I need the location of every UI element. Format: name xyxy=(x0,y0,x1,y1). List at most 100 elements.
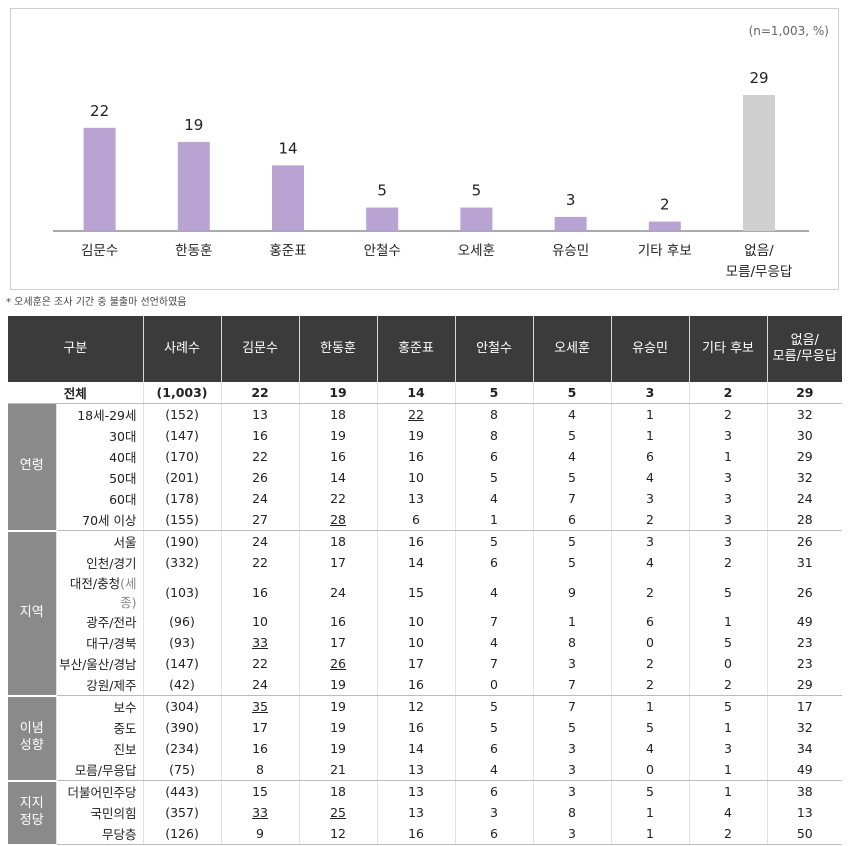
row-label: 18세-29세 xyxy=(56,403,144,425)
value-cell: 5 xyxy=(689,573,768,611)
value-cell: 22 xyxy=(377,403,456,425)
value-cell: 22 xyxy=(221,552,300,573)
value-cell: 1 xyxy=(611,823,690,845)
table-row: 30대 (147) 16 19 19 8 5 1 3 30 xyxy=(8,425,842,446)
bar-5 xyxy=(554,216,587,231)
value-cell: 3 xyxy=(533,738,612,759)
table-row-total: 전체 (1,003) 22 19 14 5 5 3 2 29 xyxy=(8,382,843,404)
data-label-7: 29 xyxy=(749,69,768,87)
value-cell: 19 xyxy=(299,425,378,446)
sample-size-note: (n=1,003, %) xyxy=(749,24,829,38)
value-cell: 31 xyxy=(796,555,813,570)
value-cell: 50 xyxy=(767,823,843,845)
value-cell: 26 xyxy=(796,534,813,549)
value-cell: 16 xyxy=(299,446,378,467)
value-cell: 6 xyxy=(611,611,690,632)
bar-chart-panel: (n=1,003, %) 22 김문수 19 한동훈 14 홍준표 5 안철수 5 오세훈 3 유승민 2… xyxy=(10,8,839,290)
value-cell: 6 xyxy=(455,552,534,573)
bar-chart: (n=1,003, %) 22 김문수 19 한동훈 14 홍준표 5 안철수 5 오세훈 3 유승민 2… xyxy=(53,24,829,280)
value-cell: 3 xyxy=(611,382,690,404)
value-cell: 5 xyxy=(689,632,768,653)
value-cell: 22 xyxy=(221,446,300,467)
table-row: 광주/전라 (96) 10 16 10 7 1 6 1 49 xyxy=(8,611,842,632)
value-cell: 26 xyxy=(796,584,813,600)
value-cell: 3 xyxy=(689,738,768,759)
value-cell: 3 xyxy=(533,653,612,674)
sample-count: (96) xyxy=(143,611,222,632)
value-cell: 3 xyxy=(689,488,768,509)
table-row: 모름/무응답 (75) 8 21 13 4 3 0 1 49 xyxy=(8,759,843,781)
value-cell: 10 xyxy=(377,467,456,488)
value-cell: 4 xyxy=(455,488,534,509)
bar-3 xyxy=(366,207,399,231)
value-cell: 21 xyxy=(299,759,378,781)
sample-count: (155) xyxy=(143,509,222,531)
value-cell: 3 xyxy=(611,530,690,552)
value-cell: 2 xyxy=(689,403,768,425)
row-label: 더불어민주당 xyxy=(56,780,144,802)
group-label: 이념 성향 xyxy=(8,695,57,782)
category-label-1: 한동훈 xyxy=(175,243,212,259)
header-col-5: 안철수 xyxy=(455,316,534,382)
table-row: 국민의힘 (357) 33 25 13 3 8 1 4 13 xyxy=(8,802,842,823)
value-cell: 33 xyxy=(221,632,300,653)
data-label-2: 14 xyxy=(278,139,297,157)
value-cell: 4 xyxy=(533,403,612,425)
table-row: 이념 성향 보수 (304) 35 19 12 5 7 1 5 17 xyxy=(8,695,842,782)
value-cell: 22 xyxy=(221,653,300,674)
sample-count: (332) xyxy=(143,552,222,573)
value-cell: 4 xyxy=(455,759,534,781)
table-row: 강원/제주 (42) 24 19 16 0 7 2 2 29 xyxy=(8,674,843,696)
value-cell: 13 xyxy=(796,805,813,820)
value-cell: 33 xyxy=(221,802,300,823)
value-cell: 5 xyxy=(533,717,612,738)
value-cell: 19 xyxy=(299,717,378,738)
value-cell: 3 xyxy=(689,425,768,446)
value-cell: 0 xyxy=(689,653,768,674)
table-row: 지역 서울 (190) 24 18 16 5 5 3 3 26 xyxy=(8,530,842,697)
value-cell: 5 xyxy=(533,467,612,488)
value-cell: 1 xyxy=(611,403,690,425)
value-cell: 10 xyxy=(221,611,300,632)
value-cell: 16 xyxy=(377,530,456,552)
value-cell: 17 xyxy=(221,717,300,738)
row-label: 대전/충청(세종) xyxy=(56,573,144,611)
value-cell: 24 xyxy=(299,573,378,611)
category-label-4: 오세훈 xyxy=(458,243,495,259)
value-cell: 4 xyxy=(611,738,690,759)
value-cell: 5 xyxy=(533,425,612,446)
value-cell: 5 xyxy=(533,552,612,573)
value-cell: 5 xyxy=(455,467,534,488)
value-cell: 19 xyxy=(299,738,378,759)
value-cell: 10 xyxy=(377,632,456,653)
value-cell: 7 xyxy=(533,488,612,509)
table-row: 인천/경기 (332) 22 17 14 6 5 4 2 31 xyxy=(8,552,842,573)
value-cell: 19 xyxy=(377,425,456,446)
value-cell: 24 xyxy=(221,488,300,509)
value-cell: 17 xyxy=(299,632,378,653)
table-row: 60대 (178) 24 22 13 4 7 3 3 24 xyxy=(8,488,842,509)
row-label-sub: (세종) xyxy=(120,576,137,610)
value-cell: 1 xyxy=(611,802,690,823)
data-label-6: 2 xyxy=(660,196,670,214)
sample-count: (443) xyxy=(143,780,222,802)
value-cell: 28 xyxy=(767,509,843,531)
value-cell: 2 xyxy=(611,674,690,696)
value-cell: 6 xyxy=(611,446,690,467)
value-cell: 1 xyxy=(455,509,534,531)
value-cell: 16 xyxy=(377,674,456,696)
value-cell: 17 xyxy=(299,552,378,573)
value-cell: 5 xyxy=(611,780,690,802)
value-cell: 1 xyxy=(533,611,612,632)
row-label: 보수 xyxy=(56,695,144,717)
value-cell: 5 xyxy=(533,530,612,552)
sample-count: (93) xyxy=(143,632,222,653)
value-cell: 5 xyxy=(455,530,534,552)
value-cell: 3 xyxy=(689,509,768,531)
value-cell: 9 xyxy=(533,573,612,611)
row-label: 50대 xyxy=(56,467,144,488)
value-cell: 4 xyxy=(611,467,690,488)
value-cell: 0 xyxy=(611,759,690,781)
value-cell: 24 xyxy=(221,530,300,552)
value-cell: 15 xyxy=(221,780,300,802)
